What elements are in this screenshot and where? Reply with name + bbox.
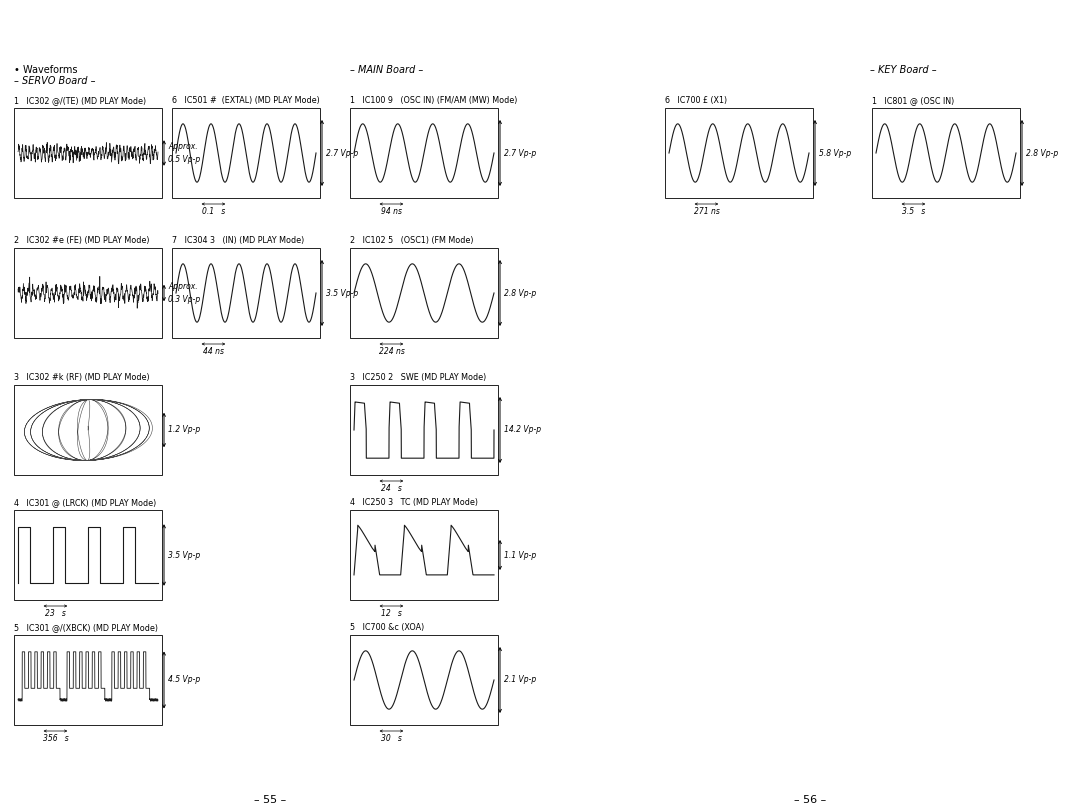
Bar bbox=[14, 248, 162, 338]
Bar bbox=[14, 510, 162, 600]
Bar bbox=[172, 248, 320, 338]
Text: – 55 –: – 55 – bbox=[254, 795, 286, 805]
Text: – SERVO Board –: – SERVO Board – bbox=[14, 76, 95, 86]
Text: 2.7 Vp-p: 2.7 Vp-p bbox=[504, 148, 537, 157]
Text: 5.8 Vp-p: 5.8 Vp-p bbox=[819, 148, 851, 157]
Text: 3.5 Vp-p: 3.5 Vp-p bbox=[326, 289, 359, 298]
Text: 6   IC700 £ (X1): 6 IC700 £ (X1) bbox=[665, 96, 727, 105]
Bar bbox=[350, 635, 498, 725]
Text: Approx.: Approx. bbox=[168, 142, 198, 151]
Text: 3   IC250 2   SWE (MD PLAY Mode): 3 IC250 2 SWE (MD PLAY Mode) bbox=[350, 373, 486, 382]
Text: – 56 –: – 56 – bbox=[794, 795, 826, 805]
Text: 224 ns: 224 ns bbox=[378, 347, 404, 356]
Bar bbox=[172, 108, 320, 198]
Text: 4   IC301 @ (LRCK) (MD PLAY Mode): 4 IC301 @ (LRCK) (MD PLAY Mode) bbox=[14, 498, 157, 507]
Text: 2   IC102 5   (OSC1) (FM Mode): 2 IC102 5 (OSC1) (FM Mode) bbox=[350, 236, 473, 245]
Text: 7   IC304 3   (IN) (MD PLAY Mode): 7 IC304 3 (IN) (MD PLAY Mode) bbox=[172, 236, 305, 245]
Text: 14.2 Vp-p: 14.2 Vp-p bbox=[504, 426, 541, 435]
Text: – KEY Board –: – KEY Board – bbox=[870, 65, 936, 75]
Text: Approx.: Approx. bbox=[168, 282, 198, 291]
Bar bbox=[14, 108, 162, 198]
Bar bbox=[14, 635, 162, 725]
Text: 2.8 Vp-p: 2.8 Vp-p bbox=[1026, 148, 1058, 157]
Bar bbox=[350, 385, 498, 475]
Text: 4   IC250 3   TC (MD PLAY Mode): 4 IC250 3 TC (MD PLAY Mode) bbox=[350, 498, 478, 507]
Text: 4.5 Vp-p: 4.5 Vp-p bbox=[168, 676, 200, 684]
Text: 1   IC801 @ (OSC IN): 1 IC801 @ (OSC IN) bbox=[872, 96, 955, 105]
Text: 2   IC302 #e (FE) (MD PLAY Mode): 2 IC302 #e (FE) (MD PLAY Mode) bbox=[14, 236, 149, 245]
Text: 356   s: 356 s bbox=[42, 734, 68, 743]
Text: 3.5 Vp-p: 3.5 Vp-p bbox=[168, 551, 200, 560]
Text: 24   s: 24 s bbox=[381, 484, 402, 493]
Text: 6   IC501 #  (EXTAL) (MD PLAY Mode): 6 IC501 # (EXTAL) (MD PLAY Mode) bbox=[172, 96, 320, 105]
Text: 2.7 Vp-p: 2.7 Vp-p bbox=[326, 148, 359, 157]
Text: 0.1   s: 0.1 s bbox=[202, 207, 225, 216]
Text: • Waveforms: • Waveforms bbox=[14, 65, 78, 75]
Text: 1   IC100 9   (OSC IN) (FM/AM (MW) Mode): 1 IC100 9 (OSC IN) (FM/AM (MW) Mode) bbox=[350, 96, 517, 105]
Bar bbox=[14, 385, 162, 475]
Text: 0.5 Vp-p: 0.5 Vp-p bbox=[168, 155, 200, 164]
Text: 0.3 Vp-p: 0.3 Vp-p bbox=[168, 295, 200, 304]
Text: 1.2 Vp-p: 1.2 Vp-p bbox=[168, 426, 200, 435]
Text: – MAIN Board –: – MAIN Board – bbox=[350, 65, 423, 75]
Text: 3.5   s: 3.5 s bbox=[902, 207, 926, 216]
Text: 1.1 Vp-p: 1.1 Vp-p bbox=[504, 551, 537, 560]
Bar bbox=[350, 248, 498, 338]
Text: 2.8 Vp-p: 2.8 Vp-p bbox=[504, 289, 537, 298]
Text: 12   s: 12 s bbox=[381, 609, 402, 618]
Text: 5   IC301 @/(XBCK) (MD PLAY Mode): 5 IC301 @/(XBCK) (MD PLAY Mode) bbox=[14, 623, 158, 632]
Text: 23   s: 23 s bbox=[45, 609, 66, 618]
Bar bbox=[665, 108, 813, 198]
Bar bbox=[872, 108, 1020, 198]
Bar bbox=[350, 510, 498, 600]
Text: 2.1 Vp-p: 2.1 Vp-p bbox=[504, 676, 537, 684]
Bar bbox=[350, 108, 498, 198]
Text: 44 ns: 44 ns bbox=[203, 347, 224, 356]
Text: 5   IC700 &c (XOA): 5 IC700 &c (XOA) bbox=[350, 623, 424, 632]
Text: 271 ns: 271 ns bbox=[693, 207, 719, 216]
Text: 30   s: 30 s bbox=[381, 734, 402, 743]
Text: 3   IC302 #k (RF) (MD PLAY Mode): 3 IC302 #k (RF) (MD PLAY Mode) bbox=[14, 373, 150, 382]
Text: 1   IC302 @/(TE) (MD PLAY Mode): 1 IC302 @/(TE) (MD PLAY Mode) bbox=[14, 96, 146, 105]
Text: 94 ns: 94 ns bbox=[381, 207, 402, 216]
